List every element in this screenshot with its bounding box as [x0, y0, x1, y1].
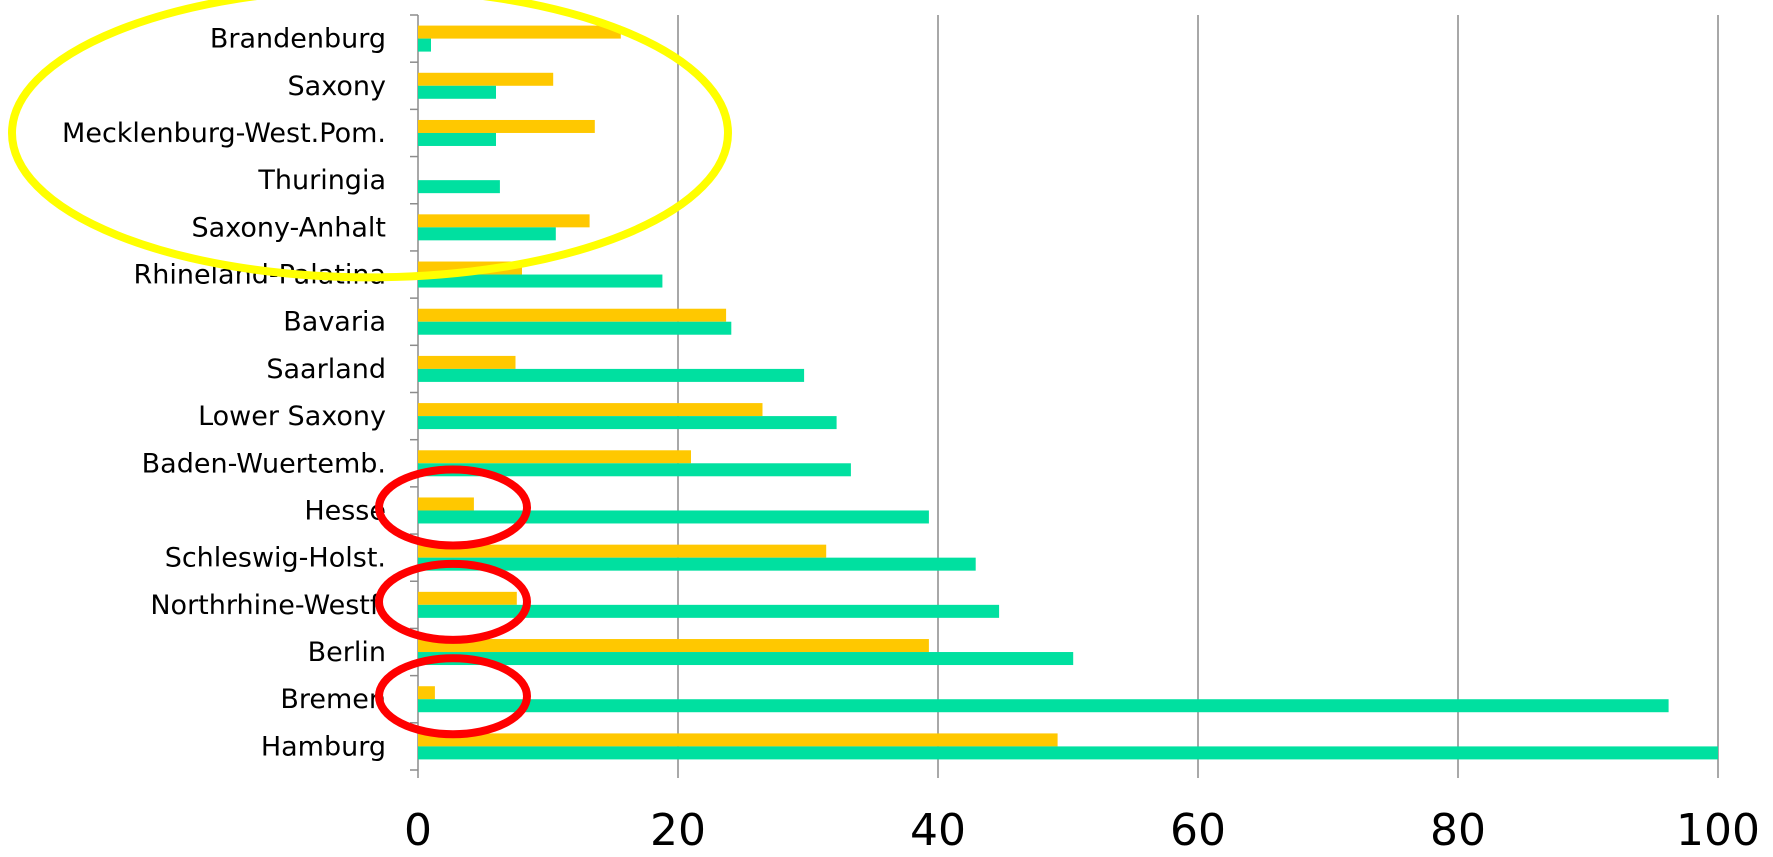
category-label: Mecklenburg-West.Pom.	[62, 118, 386, 149]
category-label: Schleswig-Holst.	[165, 543, 386, 574]
category-labels: Hamburg Bremen Berlin Northrhine-Westf. Schl…	[62, 24, 386, 763]
x-tick-label: 100	[1676, 805, 1760, 856]
x-tick-label: 40	[910, 805, 966, 856]
bar-series1	[418, 591, 517, 605]
bar-series2	[418, 368, 805, 382]
x-tick-label: 20	[650, 805, 706, 856]
bar-series1	[418, 403, 763, 417]
category-label: Saxony-Anhalt	[192, 212, 386, 243]
bar-series2	[418, 604, 1000, 618]
bar-series2	[418, 38, 431, 52]
bars	[418, 25, 1718, 760]
bar-series2	[418, 85, 496, 99]
category-label: Thuringia	[257, 165, 386, 196]
bar-series2	[418, 652, 1074, 666]
bar-series1	[418, 72, 554, 86]
bar-series2	[418, 321, 732, 335]
x-tick-label: 0	[404, 805, 432, 856]
category-label: Bavaria	[283, 307, 386, 338]
bar-series2	[418, 746, 1718, 760]
bar-series2	[418, 463, 851, 477]
bar-series1	[418, 355, 516, 369]
bar-series1	[418, 497, 474, 511]
bar-series1	[418, 733, 1058, 747]
highlight-ellipse	[375, 559, 531, 644]
x-tick-label: 60	[1170, 805, 1226, 856]
bar-series1	[418, 450, 691, 464]
category-label: Brandenburg	[210, 24, 386, 55]
bar-series1	[418, 119, 595, 133]
bar-series2	[418, 416, 837, 430]
x-tick-labels: 0 20 40 60 80 100	[404, 805, 1760, 856]
bar-series2	[418, 510, 929, 524]
bar-series1	[418, 544, 827, 558]
bar-series1	[418, 214, 590, 228]
category-label: Saxony	[288, 71, 386, 102]
annotations	[8, 0, 732, 739]
category-label: Hesse	[304, 495, 386, 526]
bar-series1	[418, 25, 621, 39]
category-label: Saarland	[266, 354, 386, 385]
bar-series2	[418, 274, 663, 288]
bar-series1	[418, 686, 435, 700]
highlight-ellipse	[375, 465, 531, 550]
bar-series2	[418, 180, 500, 194]
highlight-ellipse	[8, 0, 732, 282]
category-label: Berlin	[308, 637, 386, 668]
bar-series2	[418, 132, 496, 146]
category-label: Bremen	[280, 684, 386, 715]
bar-series2	[418, 699, 1669, 713]
bar-series2	[418, 557, 976, 571]
bar-series1	[418, 308, 727, 322]
x-tick-label: 80	[1430, 805, 1486, 856]
category-label: Baden-Wuertemb.	[142, 448, 386, 479]
bar-series2	[418, 227, 556, 241]
category-label: Hamburg	[261, 731, 386, 762]
category-label: Northrhine-Westf.	[150, 590, 386, 621]
highlight-ellipse	[375, 654, 531, 739]
category-label: Lower Saxony	[198, 401, 386, 432]
bar-series1	[418, 639, 929, 653]
